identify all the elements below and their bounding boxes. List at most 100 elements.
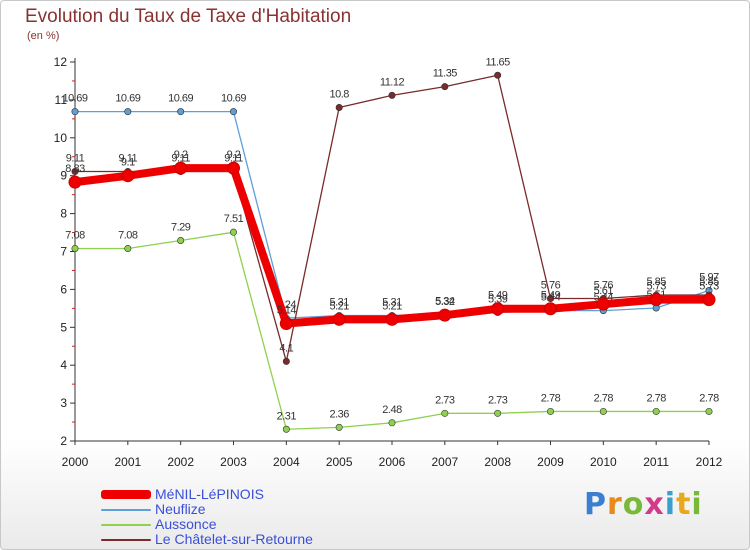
legend-label: Aussonce <box>155 516 217 532</box>
x-tick-label: 2003 <box>220 455 247 469</box>
series-line <box>74 231 710 430</box>
data-label: 11.35 <box>433 68 458 80</box>
data-point <box>335 423 343 431</box>
data-label: 9.11 <box>119 153 138 165</box>
data-point <box>705 407 713 415</box>
data-point <box>652 407 660 415</box>
data-point <box>230 228 238 236</box>
legend-item: Le Châtelet-sur-Retourne <box>101 532 313 547</box>
data-label: 5.32 <box>435 296 455 308</box>
data-label: 5.31 <box>382 297 402 309</box>
data-label: 2.31 <box>277 410 297 422</box>
data-label: 5.76 <box>594 279 614 291</box>
legend-label: MéNIL-LéPINOIS <box>155 486 264 502</box>
data-point <box>596 297 610 311</box>
y-tick-label: 4 <box>60 358 67 372</box>
data-point <box>702 293 716 307</box>
data-point <box>174 161 188 175</box>
data-label: 10.69 <box>168 93 193 105</box>
data-point <box>546 294 554 302</box>
legend-swatch <box>101 538 151 541</box>
y-tick-label: 5 <box>60 320 67 334</box>
legend-item: Aussonce <box>101 517 313 532</box>
x-tick-label: 2010 <box>590 455 617 469</box>
chart-subtitle: (en %) <box>27 30 60 42</box>
data-label: 5.73 <box>699 281 719 293</box>
data-label: 5.85 <box>699 276 719 288</box>
data-point <box>649 293 663 307</box>
y-tick-label: 3 <box>60 396 67 410</box>
data-point <box>544 302 557 316</box>
data-label: 5.73 <box>646 281 666 293</box>
data-label: 7.51 <box>224 213 244 225</box>
x-tick-label: 2002 <box>167 455 194 469</box>
data-label: 10.8 <box>329 88 349 100</box>
data-label: 5.39 <box>488 294 508 306</box>
data-point <box>124 244 132 252</box>
y-tick-label: 12 <box>54 55 68 69</box>
data-point <box>599 407 607 415</box>
legend-item: MéNIL-LéPINOIS <box>101 487 313 502</box>
data-point <box>177 237 185 245</box>
data-point <box>332 312 346 326</box>
legend-label: Le Châtelet-sur-Retourne <box>155 531 313 547</box>
data-point <box>121 169 135 183</box>
y-tick-label: 10 <box>54 131 68 145</box>
data-label: 9.2 <box>174 149 188 161</box>
data-label: 9.11 <box>171 153 190 165</box>
data-label: 5.31 <box>329 297 349 309</box>
data-label: 9.11 <box>224 153 243 165</box>
y-tick-label: 2 <box>60 434 67 448</box>
data-label: 8.83 <box>65 163 85 175</box>
data-label: 5.85 <box>646 276 666 288</box>
y-tick-label: 8 <box>60 207 67 221</box>
legend-swatch <box>101 490 151 499</box>
series-line <box>74 110 710 319</box>
data-label: 5.14 <box>277 305 297 317</box>
legend-swatch <box>101 508 151 511</box>
data-point <box>491 302 505 316</box>
x-tick-label: 2012 <box>696 455 723 469</box>
data-label: 7.08 <box>118 229 138 241</box>
data-point <box>441 409 449 417</box>
x-tick-label: 2005 <box>326 455 353 469</box>
data-label: 2.78 <box>594 392 614 404</box>
y-tick-label: 11 <box>55 93 68 107</box>
data-label: 5.97 <box>699 272 719 284</box>
data-label: 9.11 <box>66 153 85 165</box>
data-label: 7.08 <box>65 229 85 241</box>
data-label: 5.49 <box>488 290 508 302</box>
x-tick-label: 2001 <box>114 455 141 469</box>
data-label: 4.1 <box>279 342 293 354</box>
x-tick-label: 2009 <box>537 455 564 469</box>
x-tick-label: 2008 <box>484 455 511 469</box>
data-label: 5.21 <box>329 300 349 312</box>
data-point <box>230 108 238 116</box>
data-point <box>388 419 396 427</box>
data-point <box>385 312 399 326</box>
data-point <box>441 83 449 91</box>
x-tick-label: 2011 <box>643 455 669 469</box>
data-point <box>282 425 290 433</box>
data-point <box>227 161 240 175</box>
data-label: 2.73 <box>435 394 455 406</box>
data-point <box>177 108 185 116</box>
data-point <box>279 317 293 331</box>
data-label: 7.29 <box>171 222 191 234</box>
data-label: 5.34 <box>435 295 455 307</box>
data-point <box>494 409 502 417</box>
chart-legend: MéNIL-LéPINOIS Neuflize Aussonce Le Châtele… <box>101 487 313 547</box>
data-point <box>438 308 452 322</box>
data-point <box>71 108 79 116</box>
x-tick-label: 2000 <box>62 455 89 469</box>
data-point <box>388 91 396 99</box>
data-label: 5.76 <box>541 279 561 291</box>
data-point <box>68 175 82 189</box>
x-tick-label: 2006 <box>379 455 406 469</box>
data-label: 11.12 <box>380 76 405 88</box>
x-tick-label: 2007 <box>431 455 458 469</box>
data-label: 9.2 <box>227 149 241 161</box>
data-label: 2.36 <box>329 408 349 420</box>
data-label: 2.73 <box>488 394 508 406</box>
data-point <box>124 108 132 116</box>
